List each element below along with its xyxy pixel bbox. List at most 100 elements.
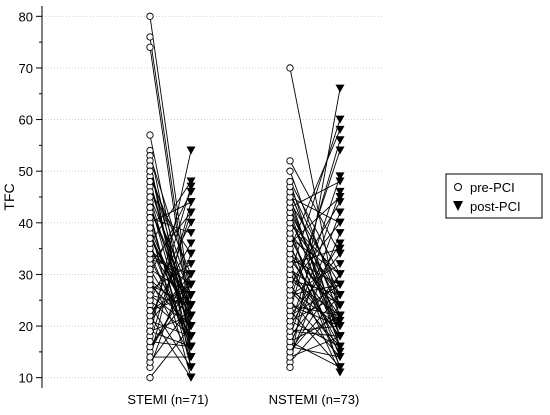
pair-line bbox=[289, 274, 341, 353]
post-pci-point bbox=[335, 291, 345, 300]
legend-triangle-icon bbox=[453, 201, 463, 211]
post-pci-point bbox=[186, 322, 196, 331]
pair-line bbox=[289, 196, 341, 224]
pair-line bbox=[289, 304, 341, 317]
pre-pci-point bbox=[286, 363, 294, 372]
post-pci-point bbox=[186, 198, 196, 207]
post-pci-point bbox=[335, 244, 345, 253]
post-pci-point bbox=[335, 84, 345, 93]
pre-pci-point bbox=[146, 265, 154, 273]
post-pci-point bbox=[335, 332, 345, 341]
post-pci-point bbox=[335, 198, 345, 207]
pre-pci-point bbox=[146, 193, 154, 201]
post-pci-point bbox=[335, 301, 345, 310]
pair-line bbox=[289, 253, 341, 347]
pair-line bbox=[149, 212, 192, 368]
pair-line bbox=[289, 196, 341, 244]
y-tick-label: 50 bbox=[19, 164, 33, 179]
pre-pci-point bbox=[286, 167, 294, 175]
post-pci-point bbox=[186, 311, 196, 320]
pair-line bbox=[289, 160, 341, 254]
pair-line bbox=[289, 243, 341, 327]
pre-pci-point bbox=[146, 327, 154, 335]
post-pci-point bbox=[335, 322, 345, 331]
pair-line bbox=[289, 299, 341, 358]
pre-pci-point bbox=[146, 374, 154, 382]
pre-pci-point bbox=[286, 281, 294, 289]
post-pci-point bbox=[335, 260, 345, 269]
post-pci-point bbox=[186, 270, 196, 279]
pair-line bbox=[289, 335, 341, 358]
post-pci-point bbox=[186, 260, 196, 269]
pair-line bbox=[289, 191, 341, 316]
pair-line bbox=[149, 243, 192, 347]
pair-line bbox=[289, 217, 341, 337]
pre-pci-point bbox=[146, 203, 154, 211]
pre-pci-point bbox=[146, 234, 154, 242]
pair-line bbox=[149, 341, 192, 348]
group-label: STEMI (n=71) bbox=[127, 392, 208, 407]
post-pci-point bbox=[335, 193, 345, 201]
pre-pci-point bbox=[146, 224, 154, 232]
post-pci-point bbox=[335, 347, 345, 356]
post-pci-point bbox=[335, 280, 345, 289]
pair-line bbox=[289, 232, 341, 358]
pair-line bbox=[149, 315, 192, 378]
post-pci-point bbox=[335, 187, 345, 196]
pre-pci-point bbox=[146, 43, 154, 51]
post-pci-point bbox=[186, 146, 196, 155]
pre-pci-point bbox=[146, 353, 154, 361]
pair-line bbox=[289, 196, 341, 347]
post-pci-point bbox=[335, 146, 345, 155]
post-pci-point bbox=[186, 332, 196, 341]
pre-pci-point bbox=[146, 177, 154, 186]
post-pci-point bbox=[335, 342, 345, 351]
post-pci-point bbox=[186, 291, 196, 300]
pair-line bbox=[289, 176, 341, 327]
pre-pci-point bbox=[286, 177, 294, 186]
post-pci-point bbox=[335, 249, 345, 258]
pair-line bbox=[289, 248, 341, 265]
pair-line bbox=[289, 227, 341, 368]
pair-line bbox=[289, 263, 341, 296]
post-pci-point bbox=[335, 115, 345, 124]
pre-pci-point bbox=[146, 213, 154, 222]
post-pci-point bbox=[335, 125, 345, 134]
post-pci-point bbox=[335, 368, 345, 377]
y-axis-label: TFC bbox=[1, 183, 17, 210]
pair-line bbox=[289, 186, 341, 296]
pre-pci-point bbox=[286, 64, 294, 72]
pair-line bbox=[149, 155, 192, 285]
post-pci-point bbox=[335, 316, 345, 325]
post-pci-point bbox=[186, 187, 196, 196]
post-pci-point bbox=[186, 342, 196, 351]
y-tick-label: 10 bbox=[19, 371, 33, 386]
pair-line bbox=[149, 212, 192, 265]
post-pci-point bbox=[186, 218, 196, 227]
pair-line bbox=[289, 88, 341, 368]
y-tick-label: 70 bbox=[19, 61, 33, 76]
y-tick-label: 20 bbox=[19, 319, 33, 334]
pair-line bbox=[289, 201, 341, 285]
post-pci-point bbox=[186, 208, 196, 217]
points-layer bbox=[146, 12, 345, 382]
post-pci-point bbox=[186, 229, 196, 238]
y-tick-label: 40 bbox=[19, 216, 33, 231]
post-pci-point bbox=[186, 239, 196, 248]
pair-line bbox=[149, 217, 192, 234]
post-pci-point bbox=[335, 208, 345, 217]
post-pci-point bbox=[335, 218, 345, 227]
pair-line bbox=[149, 196, 192, 296]
pre-pci-point bbox=[146, 131, 154, 139]
group-label: NSTEMI (n=73) bbox=[269, 392, 360, 407]
post-pci-point bbox=[186, 182, 196, 191]
pair-line bbox=[149, 238, 192, 306]
y-tick-label: 80 bbox=[19, 9, 33, 24]
pair-line bbox=[149, 186, 192, 327]
post-pci-point bbox=[335, 177, 345, 186]
pair-line bbox=[289, 119, 341, 275]
pair-line bbox=[289, 222, 341, 275]
legend-label: post-PCI bbox=[470, 199, 521, 214]
pair-line bbox=[149, 258, 192, 337]
